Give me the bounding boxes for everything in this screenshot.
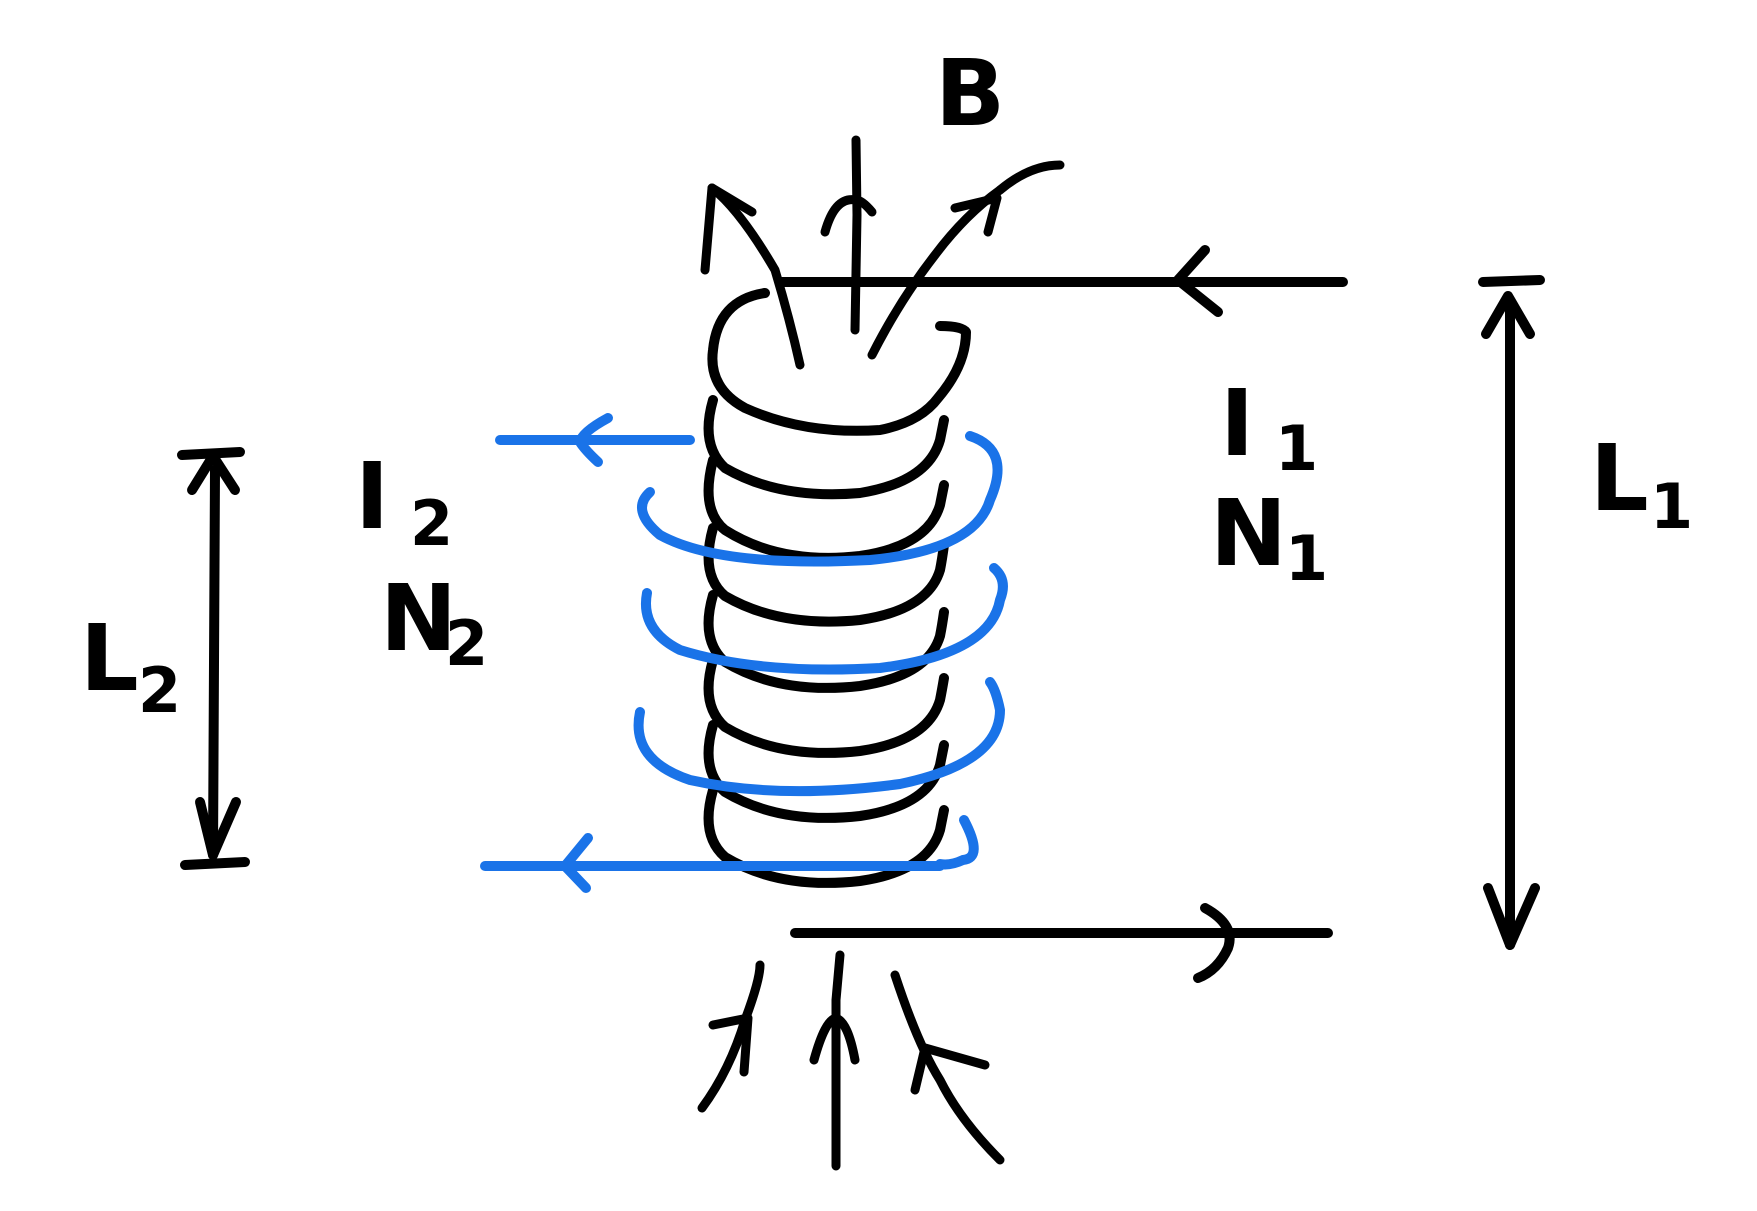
field-arrowhead-bottom-center bbox=[809, 1013, 860, 1065]
primary-turns-subscript: 1 bbox=[1285, 522, 1328, 595]
primary-coil-turn-1 bbox=[707, 288, 971, 436]
field-arrowhead-bottom-left bbox=[708, 1013, 753, 1077]
secondary-current-subscript: 2 bbox=[410, 487, 453, 560]
field-line-top-center bbox=[850, 135, 862, 335]
primary-coil-turn-5 bbox=[703, 590, 949, 693]
primary-length-cap-top bbox=[1478, 275, 1545, 287]
secondary-length-line bbox=[208, 465, 220, 860]
secondary-length-arrow-top bbox=[187, 451, 240, 495]
primary-lead-top-arrow bbox=[1173, 245, 1223, 317]
primary-current-subscript: 1 bbox=[1275, 412, 1318, 485]
secondary-turns-label: N bbox=[380, 565, 457, 672]
secondary-lead-bottom-arrow bbox=[560, 833, 593, 893]
secondary-coil-turn-4 bbox=[935, 815, 979, 870]
field-line-bottom-center bbox=[831, 950, 845, 1171]
secondary-length-label: L bbox=[80, 605, 139, 712]
field-arrowhead-top-left bbox=[700, 183, 757, 275]
primary-current-label: I bbox=[1220, 370, 1254, 477]
secondary-length-subscript: 2 bbox=[138, 654, 181, 727]
field-line-top-left bbox=[707, 183, 805, 370]
field-line-top-right bbox=[867, 185, 1005, 360]
secondary-coil-turn-2 bbox=[641, 563, 1008, 675]
secondary-current-label: I bbox=[355, 443, 389, 550]
secondary-length-marker bbox=[177, 447, 250, 870]
field-line-bottom-left bbox=[697, 960, 765, 1113]
field-arrowhead-top-center bbox=[820, 195, 877, 237]
secondary-length-cap-bottom bbox=[180, 857, 250, 870]
secondary-coil bbox=[480, 413, 1008, 893]
field-lines-top bbox=[700, 135, 1065, 370]
primary-length-subscript: 1 bbox=[1650, 470, 1693, 543]
primary-coil-turn-6 bbox=[703, 655, 949, 758]
primary-coil-turn-4 bbox=[703, 523, 949, 627]
primary-length-label: L bbox=[1590, 425, 1649, 532]
field-line-bottom-right bbox=[890, 970, 1005, 1165]
secondary-turns-subscript: 2 bbox=[445, 607, 488, 680]
primary-length-arrow-top bbox=[1481, 291, 1535, 339]
secondary-coil-turn-1 bbox=[637, 431, 1003, 567]
field-lines-bottom bbox=[697, 950, 1005, 1171]
secondary-coil-turn-3 bbox=[633, 677, 1005, 797]
primary-coil-turn-2 bbox=[703, 395, 949, 500]
primary-length-marker bbox=[1478, 275, 1545, 950]
primary-coil-turn-8 bbox=[703, 785, 949, 888]
field-arrowhead-bottom-right bbox=[910, 1043, 990, 1095]
secondary-lead-top-arrow bbox=[575, 413, 613, 467]
primary-lead-bottom-arrow bbox=[1193, 903, 1235, 983]
field-label: B bbox=[935, 40, 1005, 147]
secondary-length-arrow-bottom bbox=[195, 797, 241, 860]
field-arrowhead-top-right bbox=[950, 160, 1065, 237]
primary-length-arrow-bottom bbox=[1483, 883, 1540, 950]
primary-turns-label: N bbox=[1210, 480, 1287, 587]
